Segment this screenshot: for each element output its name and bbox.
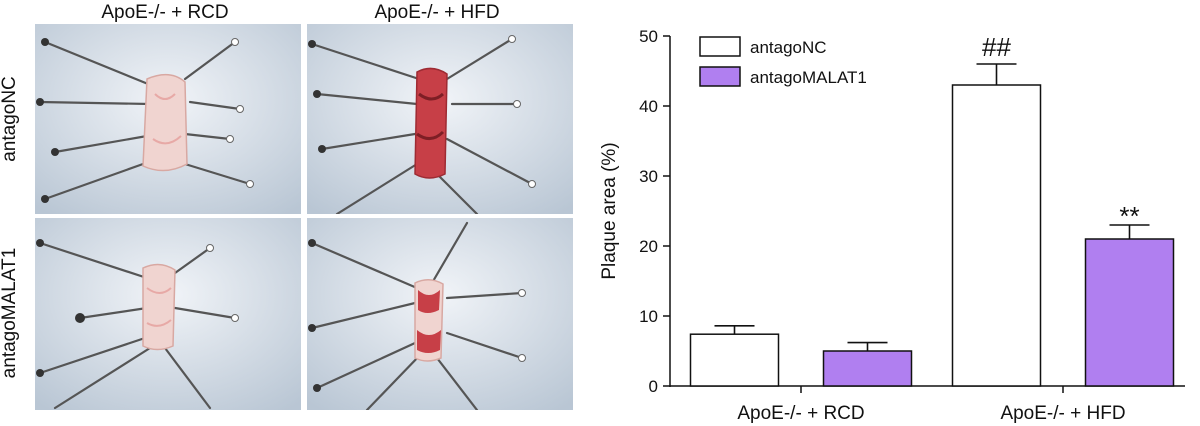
bar-antagonc (689, 333, 780, 387)
legend-label-antagomalat1: antagoMALAT1 (750, 68, 867, 87)
row-label-antagomalat1: antagoMALAT1 (0, 247, 20, 379)
plaque-area-bar-chart: 0 10 20 30 40 50 Plaque area (%) ApoE-/- + RCD A… (599, 27, 1185, 424)
row-label-antagonc: antagoNC (0, 76, 20, 162)
photo-antagonc-rcd (35, 24, 301, 214)
y-tick-label: 10 (639, 307, 658, 326)
y-tick-label: 50 (639, 27, 658, 46)
aorta-specimen-image (35, 218, 301, 410)
bar-antagomalat1 (822, 350, 913, 387)
legend-swatch-antagonc (699, 36, 741, 57)
x-tick-label: ApoE-/- + HFD (1000, 403, 1125, 424)
significance-annotation: ** (1119, 201, 1139, 231)
bar-antagomalat1 (1084, 238, 1175, 387)
column-title-hfd: ApoE-/- + HFD (374, 2, 500, 23)
legend-swatch-antagomalat1 (699, 66, 741, 87)
y-axis-label: Plaque area (%) (599, 142, 620, 279)
significance-annotation: ## (982, 32, 1011, 62)
photo-antagonc-hfd (307, 24, 573, 214)
legend-label-antagonc: antagoNC (750, 38, 827, 57)
aorta-specimen-image (307, 24, 573, 214)
photo-antagomalat1-hfd (307, 218, 573, 410)
y-tick-label: 0 (649, 377, 658, 396)
column-title-rcd: ApoE-/- + RCD (101, 2, 229, 23)
photo-antagomalat1-rcd (35, 218, 301, 410)
bar-antagonc (951, 84, 1042, 387)
y-tick-label: 20 (639, 237, 658, 256)
y-tick-label: 40 (639, 97, 658, 116)
x-tick-label: ApoE-/- + RCD (737, 403, 864, 424)
y-tick-label: 30 (639, 167, 658, 186)
aorta-specimen-image (35, 24, 301, 214)
aorta-specimen-image (307, 218, 573, 410)
